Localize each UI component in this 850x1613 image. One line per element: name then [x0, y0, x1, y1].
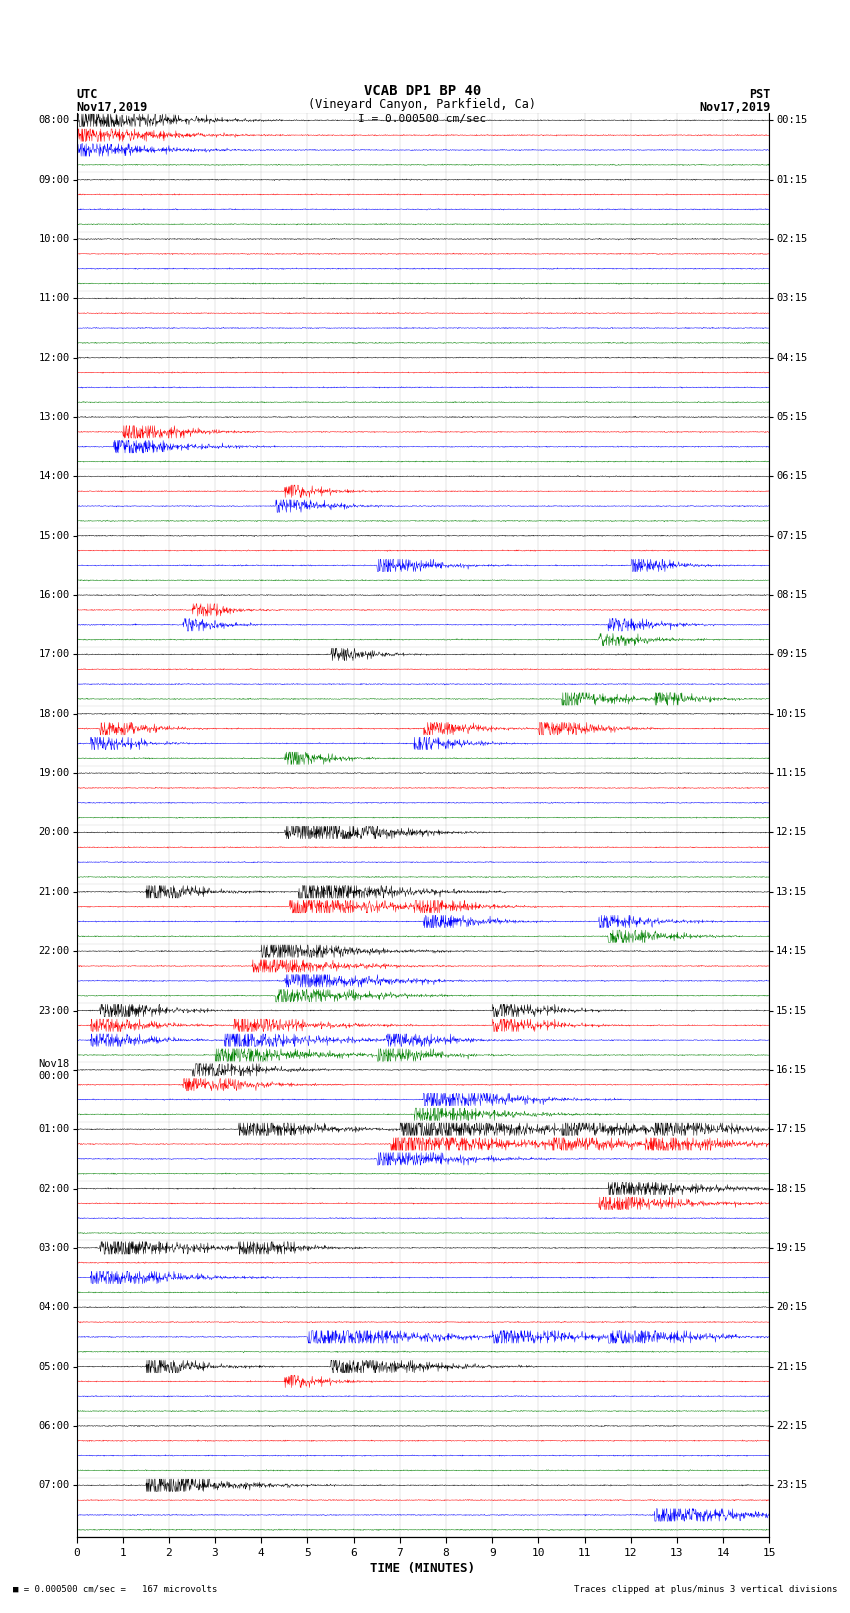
Text: I = 0.000500 cm/sec: I = 0.000500 cm/sec	[359, 115, 486, 124]
Text: Traces clipped at plus/minus 3 vertical divisions: Traces clipped at plus/minus 3 vertical …	[574, 1584, 837, 1594]
X-axis label: TIME (MINUTES): TIME (MINUTES)	[371, 1561, 475, 1574]
Text: Nov17,2019: Nov17,2019	[700, 100, 771, 113]
Text: ■ = 0.000500 cm/sec =   167 microvolts: ■ = 0.000500 cm/sec = 167 microvolts	[13, 1584, 217, 1594]
Text: UTC: UTC	[76, 87, 98, 100]
Text: (Vineyard Canyon, Parkfield, Ca): (Vineyard Canyon, Parkfield, Ca)	[309, 98, 536, 111]
Text: PST: PST	[750, 87, 771, 100]
Text: VCAB DP1 BP 40: VCAB DP1 BP 40	[364, 84, 481, 98]
Text: Nov17,2019: Nov17,2019	[76, 100, 148, 113]
